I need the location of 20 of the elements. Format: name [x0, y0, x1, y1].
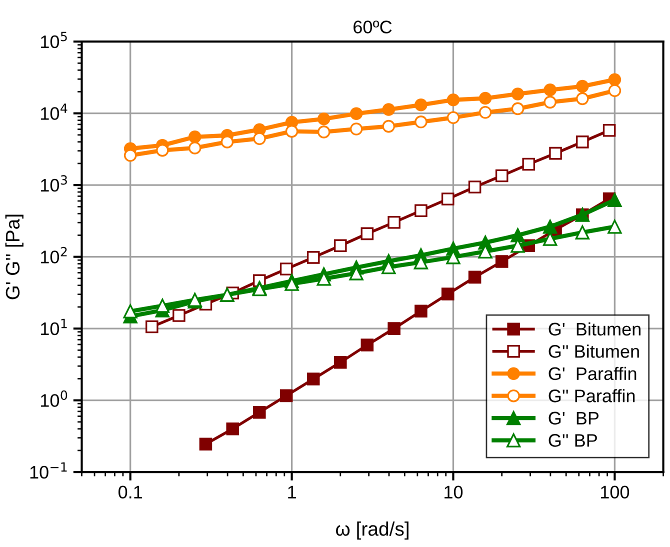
legend-label: G'' BP — [548, 434, 597, 447]
legend-label: G' Paraffin — [548, 366, 636, 380]
x-tick-label: 10 — [444, 486, 463, 499]
y-tick-label: 10$^{3}$ — [41, 175, 67, 192]
x-tick-label: 0.1 — [118, 486, 142, 499]
legend-label: G'' Paraffin — [548, 389, 635, 402]
x-tick-label: 100 — [601, 486, 630, 499]
y-tick-label: 10$^{4}$ — [41, 104, 68, 120]
legend-label: G'' Bitumen — [548, 344, 639, 358]
y-tick-label: 10$^{1}$ — [41, 318, 67, 336]
y-tick-label: 10$^{5}$ — [41, 32, 67, 48]
y-tick-label: 10$^{0}$ — [41, 390, 68, 407]
legend-label: G' BP — [548, 412, 599, 425]
x-tick-label: 1 — [288, 486, 296, 498]
y-tick-label: 10$^{−1}$ — [30, 462, 67, 479]
chart-title: 60ºC — [354, 20, 392, 34]
legend-label: G' Bitumen — [548, 322, 640, 336]
y-tick-label: 10$^{2}$ — [41, 246, 67, 264]
x-axis-title: ω [rad/s] — [336, 522, 408, 540]
y-axis-title: G' G'' [Pa] — [5, 214, 24, 300]
